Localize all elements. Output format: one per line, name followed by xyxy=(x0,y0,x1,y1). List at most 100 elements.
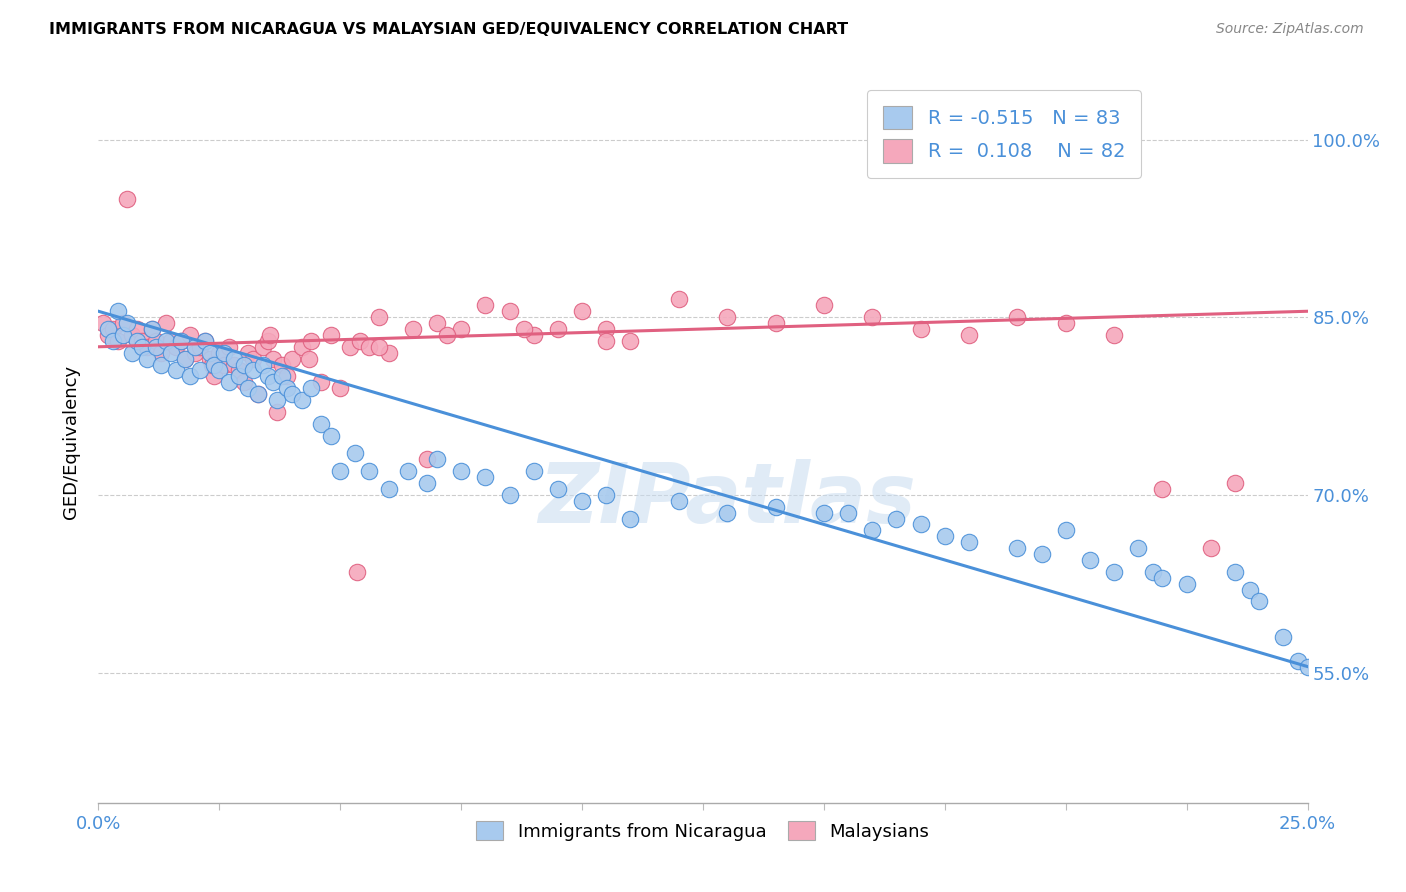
Point xyxy=(97,322,120,336)
Point xyxy=(402,322,425,336)
Point xyxy=(204,369,226,384)
Point xyxy=(1007,541,1029,556)
Point xyxy=(319,428,342,442)
Point xyxy=(242,363,264,377)
Point xyxy=(368,310,391,325)
Point xyxy=(339,340,361,354)
Point xyxy=(198,345,221,359)
Point xyxy=(309,376,332,390)
Point xyxy=(595,322,617,336)
Point xyxy=(349,334,371,348)
Point xyxy=(117,316,139,330)
Point xyxy=(262,376,284,390)
Point xyxy=(765,316,787,330)
Point xyxy=(101,334,124,348)
Point xyxy=(201,358,224,372)
Point xyxy=(117,192,139,206)
Point xyxy=(276,381,298,395)
Point xyxy=(107,304,129,318)
Point xyxy=(169,334,191,348)
Point xyxy=(359,464,381,478)
Point xyxy=(571,304,593,318)
Point xyxy=(619,511,641,525)
Point xyxy=(208,363,231,377)
Point xyxy=(1296,659,1319,673)
Point xyxy=(135,351,157,366)
Point xyxy=(131,334,153,348)
Point xyxy=(1102,327,1125,342)
Point xyxy=(668,493,690,508)
Point xyxy=(271,358,294,372)
Point xyxy=(1078,553,1101,567)
Point xyxy=(396,464,419,478)
Point xyxy=(837,506,859,520)
Point xyxy=(262,351,284,366)
Point xyxy=(571,493,593,508)
Point xyxy=(247,387,270,401)
Point xyxy=(281,387,304,401)
Point xyxy=(957,535,980,549)
Point xyxy=(222,358,245,372)
Point xyxy=(121,327,143,342)
Point xyxy=(474,298,496,312)
Point xyxy=(131,340,153,354)
Point xyxy=(1152,482,1174,496)
Point xyxy=(141,322,163,336)
Point xyxy=(155,334,177,348)
Point xyxy=(1199,541,1222,556)
Point xyxy=(238,381,260,395)
Point xyxy=(329,381,352,395)
Point xyxy=(155,316,177,330)
Point xyxy=(256,334,278,348)
Point xyxy=(523,327,546,342)
Point xyxy=(298,351,321,366)
Point xyxy=(271,369,294,384)
Point xyxy=(127,322,149,336)
Point xyxy=(160,345,183,359)
Point xyxy=(135,340,157,354)
Point xyxy=(860,310,883,325)
Point xyxy=(179,369,201,384)
Point xyxy=(150,358,173,372)
Point xyxy=(228,369,250,384)
Point xyxy=(436,327,458,342)
Point xyxy=(1007,310,1029,325)
Point xyxy=(319,327,342,342)
Point xyxy=(174,351,197,366)
Point xyxy=(910,322,932,336)
Point xyxy=(547,482,569,496)
Y-axis label: GED/Equivalency: GED/Equivalency xyxy=(62,365,80,518)
Point xyxy=(1175,576,1198,591)
Point xyxy=(910,517,932,532)
Point xyxy=(957,327,980,342)
Point xyxy=(266,405,288,419)
Point xyxy=(1223,475,1246,490)
Point xyxy=(111,316,134,330)
Point xyxy=(160,334,183,348)
Point xyxy=(252,340,274,354)
Point xyxy=(212,358,235,372)
Point xyxy=(266,393,288,408)
Point xyxy=(111,327,134,342)
Point xyxy=(212,345,235,359)
Point xyxy=(346,565,368,579)
Point xyxy=(359,340,381,354)
Point xyxy=(934,529,956,543)
Point xyxy=(1102,565,1125,579)
Point xyxy=(498,488,520,502)
Point xyxy=(276,369,298,384)
Point xyxy=(426,316,449,330)
Point xyxy=(184,345,207,359)
Point xyxy=(141,322,163,336)
Point xyxy=(813,298,835,312)
Point xyxy=(97,327,120,342)
Point xyxy=(242,351,264,366)
Point xyxy=(1272,630,1295,644)
Point xyxy=(813,506,835,520)
Point xyxy=(194,334,217,348)
Point xyxy=(145,340,167,354)
Point xyxy=(523,464,546,478)
Point xyxy=(259,327,281,342)
Point xyxy=(184,340,207,354)
Point xyxy=(208,345,231,359)
